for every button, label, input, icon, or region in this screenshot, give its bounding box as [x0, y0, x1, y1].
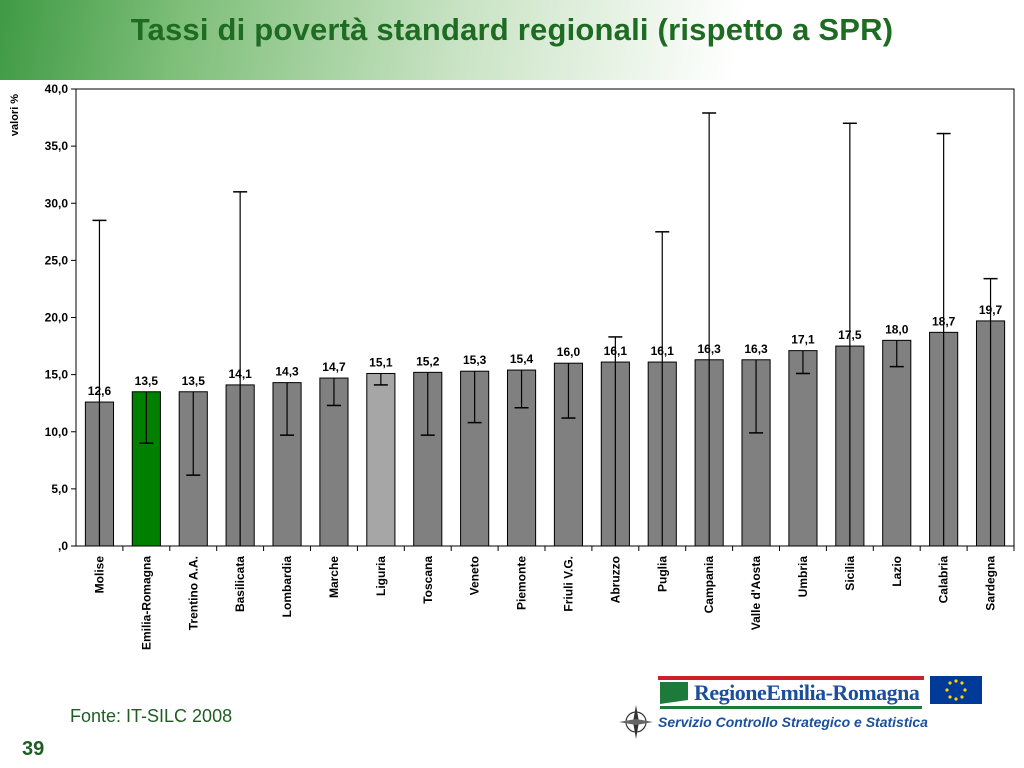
- category-label: Friuli V.G.: [561, 556, 575, 612]
- bar: [460, 370, 490, 547]
- value-label: 16,3: [744, 342, 768, 356]
- value-label: 19,7: [979, 303, 1003, 317]
- value-label: 14,3: [275, 365, 299, 379]
- category-label: Molise: [92, 556, 106, 594]
- compass-icon: [619, 705, 653, 739]
- value-label: 16,1: [604, 344, 628, 358]
- y-tick-label: 20,0: [45, 311, 69, 325]
- y-axis-label: valori %: [9, 94, 21, 136]
- y-tick-label: 10,0: [45, 425, 69, 439]
- y-tick-label: 15,0: [45, 368, 69, 382]
- header-band: [0, 0, 1024, 80]
- plot-frame: [75, 88, 1015, 547]
- category-label: Umbria: [796, 556, 810, 598]
- y-tick-label: 40,0: [45, 82, 69, 96]
- category-label: Piemonte: [515, 556, 529, 610]
- value-label: 18,0: [885, 322, 909, 336]
- source-note: Fonte: IT-SILC 2008: [70, 706, 233, 726]
- category-label: Veneto: [468, 556, 482, 595]
- value-label: 12,6: [88, 384, 112, 398]
- bar: [788, 350, 818, 547]
- region-logo-text: RegioneEmilia-Romagna: [694, 680, 920, 705]
- page-title: Tassi di povertà standard regionali (ris…: [130, 12, 894, 47]
- value-label: 15,4: [510, 352, 534, 366]
- value-label: 16,3: [697, 342, 721, 356]
- y-tick-label: 5,0: [51, 482, 68, 496]
- bar-chart: 40,0 35,0 30,0 25,0 20,0 15,0 10,0 5,0 ,0 valori …: [9, 82, 1015, 650]
- value-label: 16,0: [557, 345, 581, 359]
- value-label: 13,5: [135, 374, 159, 388]
- value-label: 17,1: [791, 333, 815, 347]
- category-label: Sicilia: [843, 556, 857, 591]
- y-tick-label: 25,0: [45, 253, 69, 267]
- category-label: Puglia: [655, 556, 669, 592]
- value-label: 15,3: [463, 353, 487, 367]
- category-label: Calabria: [937, 556, 951, 604]
- y-tick-label: ,0: [58, 539, 68, 553]
- category-label: Lombardia: [280, 556, 294, 618]
- value-label: 16,1: [651, 344, 675, 358]
- y-tick-label: 35,0: [45, 139, 69, 153]
- bar: [366, 372, 396, 547]
- category-label: Campania: [702, 556, 716, 614]
- logo-area: RegioneEmilia-Romagna Servizio Controllo…: [612, 668, 992, 748]
- category-label: Basilicata: [233, 556, 247, 612]
- category-label: Emilia-Romagna: [139, 556, 153, 650]
- category-label: Liguria: [374, 556, 388, 596]
- value-label: 17,5: [838, 328, 862, 342]
- value-label: 15,1: [369, 355, 393, 369]
- bar: [882, 339, 912, 547]
- category-label: Lazio: [890, 556, 904, 587]
- page-number: 39: [22, 738, 45, 760]
- category-label: Marche: [327, 556, 341, 598]
- value-label: 18,7: [932, 314, 956, 328]
- eu-flag-icon: [930, 676, 982, 704]
- value-label: 14,1: [228, 367, 252, 381]
- value-label: 15,2: [416, 354, 440, 368]
- category-label: Trentino A.A.: [186, 556, 200, 630]
- region-logo-icon: [658, 676, 924, 709]
- value-label: 14,7: [322, 360, 346, 374]
- category-label: Valle d'Aosta: [749, 556, 763, 631]
- y-tick-label: 30,0: [45, 196, 69, 210]
- category-label: Sardegna: [984, 556, 998, 611]
- category-label: Abruzzo: [608, 556, 622, 603]
- category-label: Toscana: [421, 556, 435, 604]
- service-name: Servizio Controllo Strategico e Statisti…: [658, 714, 928, 730]
- value-label: 13,5: [182, 374, 206, 388]
